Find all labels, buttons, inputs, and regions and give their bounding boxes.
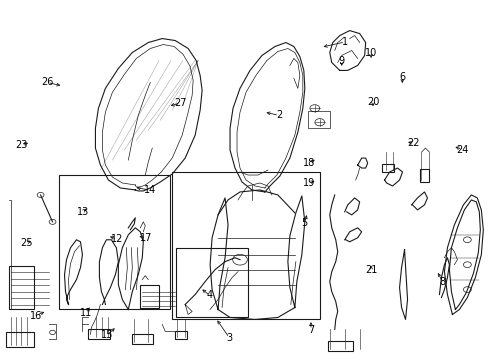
Bar [140, 285, 159, 307]
Bar [132, 334, 153, 345]
Bar [175, 332, 187, 339]
Bar [328, 341, 353, 351]
Text: 20: 20 [367, 97, 379, 107]
Text: 14: 14 [144, 185, 156, 195]
Text: 19: 19 [303, 178, 316, 188]
Text: 16: 16 [30, 311, 42, 320]
Text: 8: 8 [440, 277, 446, 287]
Bar [6, 332, 34, 347]
Text: 3: 3 [226, 333, 232, 343]
Text: 7: 7 [308, 325, 314, 335]
Bar [308, 111, 330, 128]
Text: 5: 5 [301, 218, 308, 228]
Text: 10: 10 [365, 48, 377, 58]
Text: 12: 12 [111, 234, 123, 244]
Text: 4: 4 [207, 291, 213, 301]
Text: 17: 17 [140, 233, 152, 243]
Bar [419, 170, 429, 182]
Text: 15: 15 [101, 330, 113, 340]
Bar [176, 248, 248, 318]
Bar [9, 266, 34, 310]
Bar [58, 175, 170, 310]
Text: 1: 1 [342, 37, 348, 47]
Text: 2: 2 [276, 111, 282, 121]
Text: 22: 22 [407, 139, 420, 148]
Bar [89, 329, 110, 339]
Bar [382, 164, 394, 172]
Text: 24: 24 [456, 144, 468, 154]
Bar [172, 172, 320, 319]
Text: 21: 21 [365, 265, 377, 275]
Text: 11: 11 [80, 309, 92, 318]
Text: 23: 23 [15, 140, 27, 150]
Text: 18: 18 [303, 158, 316, 168]
Text: 26: 26 [41, 77, 53, 87]
Text: 9: 9 [339, 56, 345, 66]
Text: 25: 25 [20, 238, 32, 248]
Text: 27: 27 [174, 98, 187, 108]
Text: 13: 13 [76, 207, 89, 217]
Text: 6: 6 [399, 72, 405, 82]
